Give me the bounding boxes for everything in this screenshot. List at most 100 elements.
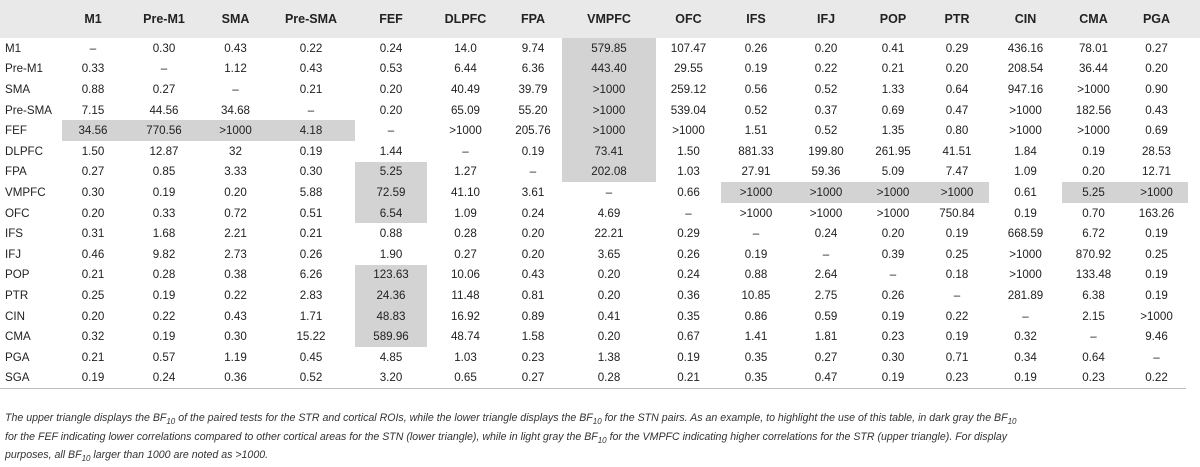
table-cell: 0.43 xyxy=(1145,103,1168,117)
column-header: Pre-SMA xyxy=(284,12,338,26)
table-cell: 436.16 xyxy=(1007,41,1044,55)
row-header: SGA xyxy=(5,371,30,385)
table-cell: 32 xyxy=(229,144,242,158)
table-cell: 0.59 xyxy=(814,309,838,323)
table-cell: 0.47 xyxy=(945,103,969,117)
table-cell: 0.19 xyxy=(1145,288,1168,302)
table-cell: 0.41 xyxy=(597,309,621,323)
table-row: SMA 0.88 0.27 – 0.21 0.20 40.49 39.79 >1000 259.1… xyxy=(0,79,1200,100)
table-cell: – xyxy=(953,288,961,302)
corner-header xyxy=(0,0,62,38)
table-cell: 0.19 xyxy=(1082,144,1105,158)
table-cell: 0.19 xyxy=(152,288,176,302)
table-cell: 2.15 xyxy=(1082,309,1105,323)
table-cell: 29.55 xyxy=(673,62,703,76)
table-cell: 0.44 xyxy=(1188,285,1200,306)
column-header: FEF xyxy=(379,12,403,26)
table-cell: >1000 xyxy=(1125,182,1188,203)
table-cell: 0.36 xyxy=(224,371,247,385)
table-cell: 0.20 xyxy=(597,288,621,302)
table-cell: >1000 xyxy=(876,206,910,220)
table-cell: 261.95 xyxy=(875,144,911,158)
table-cell: 0.78 xyxy=(1188,244,1200,265)
table-cell: 0.21 xyxy=(1188,326,1200,347)
table-cell: >1000 xyxy=(204,120,267,141)
table-row: OFC 0.20 0.33 0.72 0.51 6.54 1.09 0.24 4.69 – >100… xyxy=(0,202,1200,224)
table-cell: >1000 xyxy=(672,124,705,138)
table-cell: 1.10 xyxy=(1188,182,1200,203)
table-cell: 72.59 xyxy=(355,182,427,203)
table-cell: 40.49 xyxy=(450,82,480,96)
table-cell: 5.09 xyxy=(881,165,905,179)
table-caption: The upper triangle displays the BF10 of … xyxy=(5,411,1185,467)
table-cell: 0.56 xyxy=(744,82,768,96)
table-cell: 0.23 xyxy=(521,350,545,364)
table-cell: 22.21 xyxy=(594,227,624,241)
table-cell: 0.71 xyxy=(945,350,969,364)
table-cell: 16.92 xyxy=(450,309,480,323)
table-cell: 0.43 xyxy=(224,309,247,323)
table-cell: 199.80 xyxy=(808,144,844,158)
table-cell: 947.16 xyxy=(1007,82,1044,96)
table-cell: >1000 xyxy=(809,206,843,220)
table-cell: 1.41 xyxy=(744,330,768,344)
table-cell: – xyxy=(685,206,692,220)
table-cell: – xyxy=(889,268,897,282)
table-cell: 0.88 xyxy=(744,268,768,282)
table-cell: >1000 xyxy=(925,182,989,203)
table-cell: 0.43 xyxy=(299,62,323,76)
table-cell: 0.28 xyxy=(152,268,176,282)
table-cell: 7.15 xyxy=(81,103,105,117)
table-cell: 6.38 xyxy=(1082,288,1105,302)
table-cell: 0.22 xyxy=(945,309,969,323)
caption-line-3: purposes, all BF10 larger than 1000 are … xyxy=(5,449,269,464)
table-cell: 10.85 xyxy=(741,288,771,302)
table-cell: >1000 xyxy=(562,99,656,121)
caption-line-2: for the FEF indicating lower correlation… xyxy=(5,430,1008,445)
table-cell: 0.20 xyxy=(597,330,621,344)
table-cell: 34.56 xyxy=(62,120,124,141)
table-cell: 0.67 xyxy=(677,330,700,344)
table-cell: 0.43 xyxy=(1188,223,1200,244)
table-cell: 0.24 xyxy=(152,371,176,385)
table-cell: 0.41 xyxy=(881,41,905,55)
table-cell: 0.33 xyxy=(152,206,176,220)
table-cell: 9.74 xyxy=(521,41,545,55)
table-cell: 0.26 xyxy=(299,247,323,261)
table-cell: 0.64 xyxy=(945,82,969,96)
table-cell: 1.44 xyxy=(379,144,403,158)
table-cell: – xyxy=(307,103,315,117)
table-cell: 0.28 xyxy=(597,371,621,385)
table-cell: 12.71 xyxy=(1141,165,1171,179)
row-header: VMPFC xyxy=(5,185,46,199)
table-cell: >1000 xyxy=(1077,124,1110,138)
table-cell: 0.88 xyxy=(81,82,105,96)
table-cell: 750.84 xyxy=(939,206,975,220)
table-cell: >1000 xyxy=(739,206,773,220)
column-header: OFC xyxy=(675,12,702,26)
table-cell: >1000 xyxy=(1009,247,1042,261)
table-cell: 107.47 xyxy=(670,41,707,55)
row-header: DLPFC xyxy=(5,144,44,158)
table-row: M1 – 0.30 0.43 0.22 0.24 14.0 9.74 579.85 107.47 0… xyxy=(0,38,1200,59)
table-cell: 0.23 xyxy=(945,371,969,385)
table-cell: 0.66 xyxy=(677,185,700,199)
table-cell: 0.27 xyxy=(454,247,477,261)
table-row: PGA 0.21 0.57 1.19 0.45 4.85 1.03 0.23 1.38 0.19 0… xyxy=(0,347,1200,368)
table-cell: 2.83 xyxy=(299,288,323,302)
table-cell: 0.32 xyxy=(81,330,105,344)
table-cell: 0.27 xyxy=(1145,41,1168,55)
table-cell: 48.83 xyxy=(355,305,427,327)
table-cell: 1.27 xyxy=(454,165,477,179)
table-cell: 0.32 xyxy=(1014,330,1037,344)
table-cell: >1000 xyxy=(1077,82,1110,96)
header-row: M1 Pre-M1 SMA Pre-SMA FEF DLPFC FPA VMPFC OFC IFS… xyxy=(0,0,1200,38)
table-cell: – xyxy=(605,185,613,199)
table-cell: 0.30 xyxy=(152,41,176,55)
table-cell: 0.86 xyxy=(744,309,768,323)
table-cell: 1.71 xyxy=(299,309,323,323)
row-header: IFS xyxy=(5,227,24,241)
table-cell: 0.70 xyxy=(1082,206,1105,220)
table-cell: 0.20 xyxy=(379,103,403,117)
